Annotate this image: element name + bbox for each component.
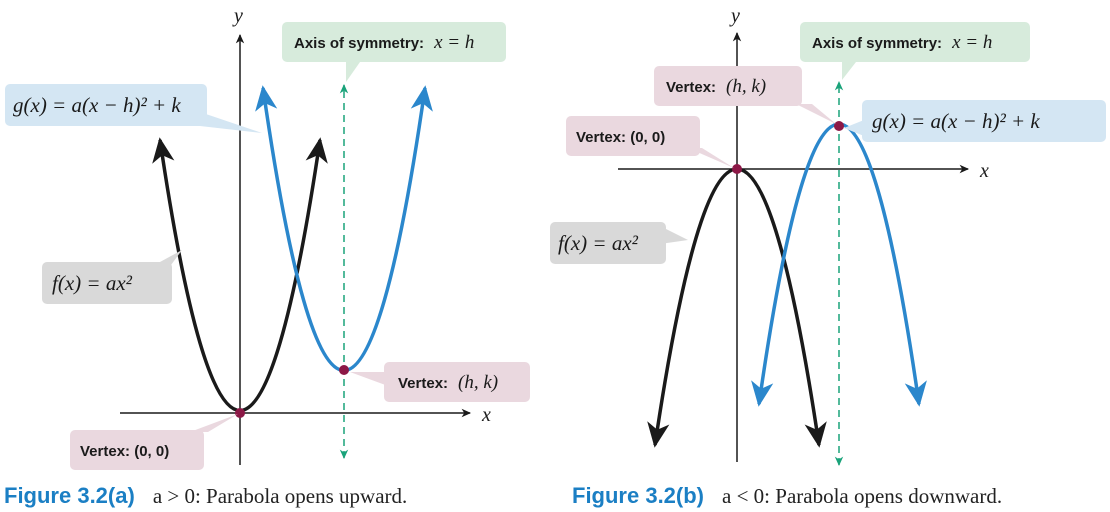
caption-a: Figure 3.2(a) a > 0: Parabola opens upwa… — [4, 483, 407, 508]
f-label-pointer — [660, 226, 688, 244]
g-label: g(x) = a(x − h)² + k — [13, 93, 181, 117]
caption-b-text: a < 0: Parabola opens downward. — [722, 484, 1002, 508]
y-axis-label: y — [232, 5, 243, 27]
g-label-box — [5, 84, 207, 126]
vertex-hk-label: Vertex: (h, k) — [666, 76, 766, 97]
caption-b-title: Figure 3.2(b) — [572, 483, 704, 508]
axis-of-symmetry-label-box — [800, 22, 1030, 62]
y-axis-label: y — [729, 5, 740, 27]
vertex-origin-dot — [732, 164, 742, 174]
vertex-hk-pointer — [796, 104, 836, 124]
axis-of-symmetry-label-box — [282, 22, 506, 62]
axis-label-pointer — [346, 62, 360, 82]
figure-a: y x Axis of symmetry: x = h g(x) = a(x −… — [4, 5, 530, 508]
caption-a-title: Figure 3.2(a) — [4, 483, 135, 508]
vertex-hk-label-box — [384, 362, 530, 402]
axis-of-symmetry-label: Axis of symmetry: x = h — [812, 32, 992, 53]
f-label-box — [42, 262, 172, 304]
vertex-hk-dot — [834, 121, 844, 131]
g-label: g(x) = a(x − h)² + k — [872, 109, 1040, 133]
g-label-box — [862, 100, 1106, 142]
figure-b: y x Axis of symmetry: x = h Vertex: (h, … — [550, 5, 1106, 508]
vertex-hk-pointer — [350, 372, 388, 386]
vertex-origin-label: Vertex: (0, 0) — [576, 129, 665, 146]
f-label: f(x) = ax² — [52, 271, 133, 295]
caption-b: Figure 3.2(b) a < 0: Parabola opens down… — [572, 483, 1002, 508]
f-label: f(x) = ax² — [558, 231, 639, 255]
vertex-hk-dot — [339, 365, 349, 375]
vertex-hk-label: Vertex: (h, k) — [398, 372, 498, 393]
f-label-box — [550, 222, 666, 264]
vertex-origin-label: Vertex: (0, 0) — [80, 443, 169, 460]
vertex-hk-label-box — [654, 66, 802, 106]
vertex-origin-label-box — [70, 430, 204, 470]
vertex-origin-dot — [235, 408, 245, 418]
axis-of-symmetry-label: Axis of symmetry: x = h — [294, 32, 474, 53]
g-label-pointer — [844, 120, 864, 136]
x-axis-label: x — [979, 160, 989, 182]
vertex-origin-pointer — [190, 414, 238, 432]
x-axis-label: x — [481, 404, 491, 426]
axis-label-pointer — [842, 62, 856, 80]
caption-a-text: a > 0: Parabola opens upward. — [153, 484, 407, 508]
vertex-origin-label-box — [566, 116, 700, 156]
g-label-pointer — [200, 112, 262, 133]
